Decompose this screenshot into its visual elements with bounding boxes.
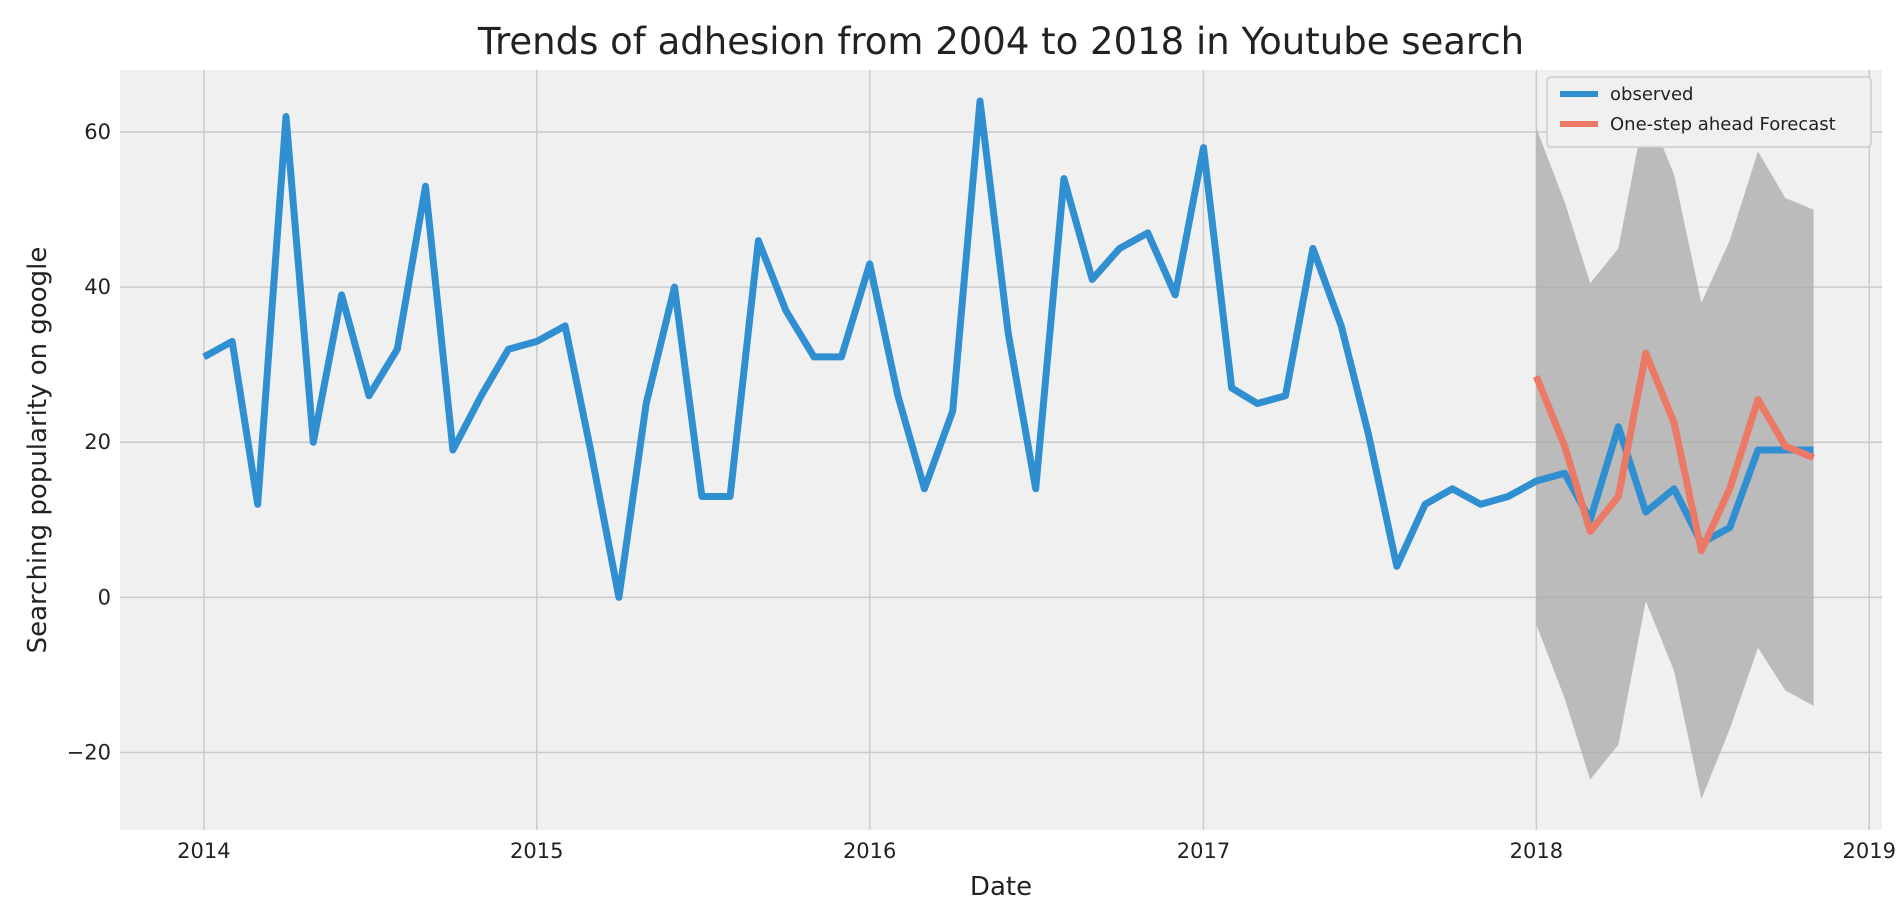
x-tick-label: 2016: [843, 839, 896, 863]
legend: observed One-step ahead Forecast: [1546, 76, 1872, 148]
legend-label-observed: observed: [1610, 84, 1693, 105]
x-tick-label: 2019: [1843, 839, 1896, 863]
series-line-forecast: [1533, 349, 1815, 555]
y-tick-label: 40: [84, 275, 111, 299]
y-tick-labels: −20 0 20 40 60: [67, 120, 111, 764]
x-tick-labels: 2014 2015 2016 2017 2018 2019: [177, 839, 1896, 863]
y-axis-label: Searching popularity on google: [23, 247, 53, 654]
x-tick-label: 2018: [1510, 839, 1563, 863]
legend-box: [1546, 76, 1872, 148]
confidence-band: [1536, 104, 1814, 799]
x-tick-label: 2015: [510, 839, 563, 863]
y-tick-label: 20: [84, 430, 111, 454]
series-line-observed: [202, 97, 1814, 601]
legend-label-forecast: One-step ahead Forecast: [1610, 114, 1836, 135]
x-tick-label: 2014: [177, 839, 230, 863]
x-tick-label: 2017: [1177, 839, 1230, 863]
x-axis-label: Date: [970, 872, 1032, 902]
y-tick-label: 60: [84, 120, 111, 144]
y-tick-label: 0: [98, 585, 111, 609]
chart-title: Trends of adhesion from 2004 to 2018 in …: [477, 20, 1524, 63]
y-tick-label: −20: [67, 740, 111, 764]
confidence-interval: [1536, 104, 1814, 799]
series-lines: [202, 97, 1815, 601]
